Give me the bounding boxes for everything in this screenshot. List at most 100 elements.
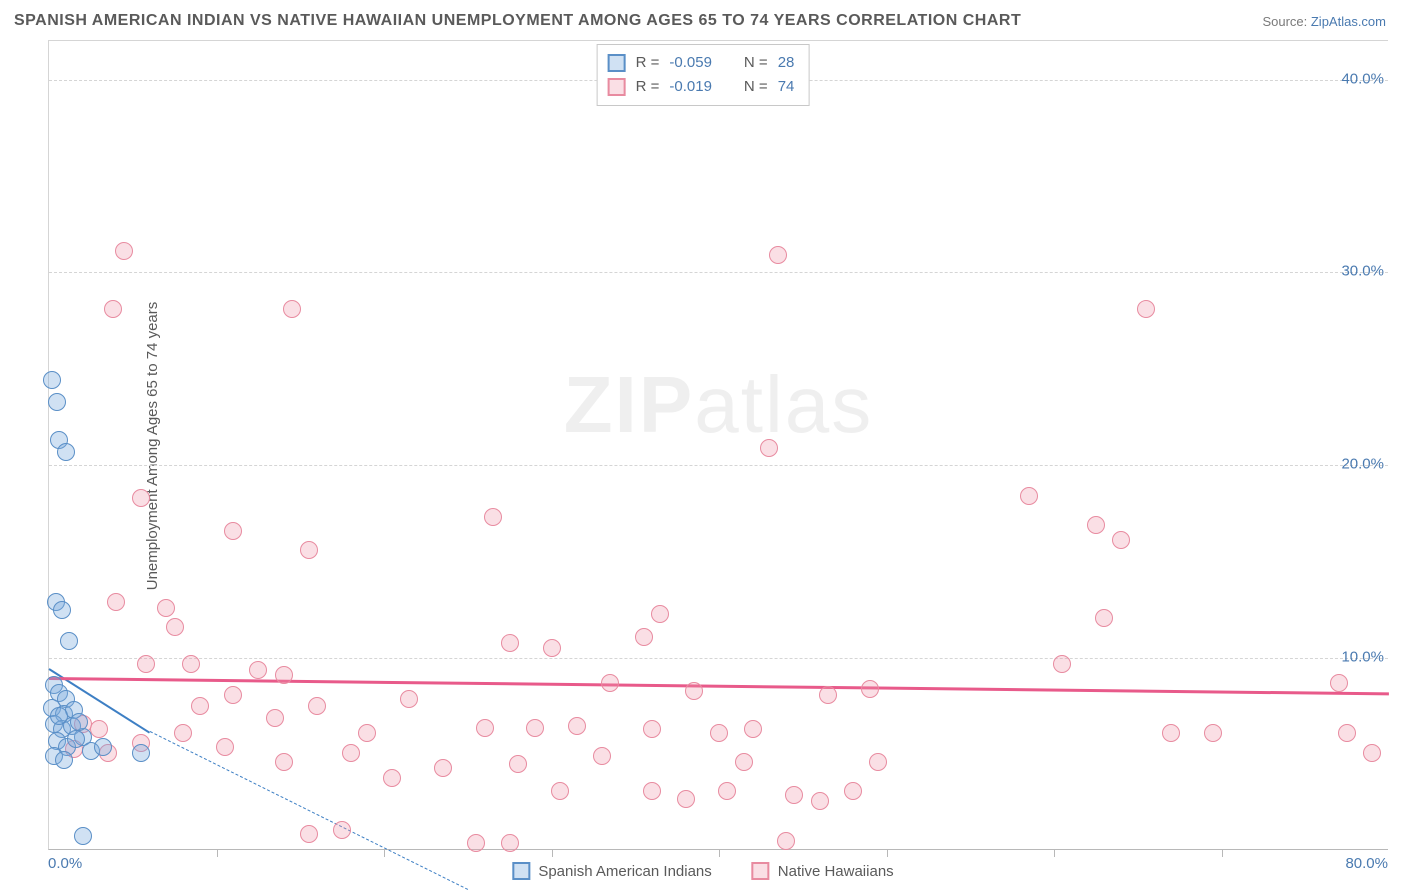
legend-swatch-series2: [752, 862, 770, 880]
data-point: [137, 655, 155, 673]
data-point: [526, 719, 544, 737]
y-tick-label: 20.0%: [1341, 456, 1384, 473]
x-tick: [217, 849, 218, 857]
data-point: [174, 724, 192, 742]
data-point: [132, 744, 150, 762]
data-point: [1338, 724, 1356, 742]
data-point: [1137, 300, 1155, 318]
data-point: [635, 628, 653, 646]
x-tick: [1054, 849, 1055, 857]
data-point: [844, 782, 862, 800]
x-tick-label: 80.0%: [1345, 855, 1388, 872]
data-point: [1053, 655, 1071, 673]
x-tick: [887, 849, 888, 857]
data-point: [275, 753, 293, 771]
source-link[interactable]: ZipAtlas.com: [1311, 14, 1386, 29]
data-point: [48, 393, 66, 411]
stats-row-series2: R = -0.019 N = 74: [608, 75, 795, 99]
data-point: [90, 720, 108, 738]
y-tick-label: 30.0%: [1341, 263, 1384, 280]
r-value-series1: -0.059: [669, 51, 712, 75]
data-point: [760, 439, 778, 457]
data-point: [224, 522, 242, 540]
data-point: [308, 697, 326, 715]
legend-swatch-series1: [512, 862, 530, 880]
data-point: [476, 719, 494, 737]
data-point: [166, 618, 184, 636]
data-point: [643, 720, 661, 738]
x-tick: [719, 849, 720, 857]
data-point: [342, 744, 360, 762]
x-tick: [552, 849, 553, 857]
n-label: N =: [744, 51, 768, 75]
x-tick: [384, 849, 385, 857]
data-point: [710, 724, 728, 742]
x-tick: [1222, 849, 1223, 857]
data-point: [300, 541, 318, 559]
trendline: [49, 677, 1389, 695]
watermark-bold: ZIP: [564, 360, 694, 449]
data-point: [718, 782, 736, 800]
swatch-series2: [608, 78, 626, 96]
data-point: [811, 792, 829, 810]
data-point: [57, 443, 75, 461]
data-point: [601, 674, 619, 692]
n-label: N =: [744, 75, 768, 99]
legend-label-series1: Spanish American Indians: [538, 863, 711, 880]
r-label: R =: [636, 51, 660, 75]
data-point: [94, 738, 112, 756]
chart-area: ZIPatlas: [48, 40, 1388, 850]
data-point: [434, 759, 452, 777]
data-point: [1087, 516, 1105, 534]
y-tick-label: 40.0%: [1341, 70, 1384, 87]
y-tick-label: 10.0%: [1341, 649, 1384, 666]
data-point: [861, 680, 879, 698]
data-point: [501, 834, 519, 852]
gridline-h: [49, 658, 1388, 659]
swatch-series1: [608, 54, 626, 72]
data-point: [744, 720, 762, 738]
data-point: [266, 709, 284, 727]
data-point: [1363, 744, 1381, 762]
trendline-dashed: [149, 731, 468, 890]
data-point: [358, 724, 376, 742]
data-point: [501, 634, 519, 652]
data-point: [283, 300, 301, 318]
data-point: [769, 246, 787, 264]
data-point: [74, 827, 92, 845]
n-value-series1: 28: [778, 51, 795, 75]
data-point: [132, 489, 150, 507]
data-point: [70, 713, 88, 731]
data-point: [484, 508, 502, 526]
correlation-stats-box: R = -0.059 N = 28 R = -0.019 N = 74: [597, 44, 810, 106]
data-point: [869, 753, 887, 771]
data-point: [249, 661, 267, 679]
r-label: R =: [636, 75, 660, 99]
n-value-series2: 74: [778, 75, 795, 99]
data-point: [685, 682, 703, 700]
data-point: [785, 786, 803, 804]
data-point: [300, 825, 318, 843]
data-point: [1020, 487, 1038, 505]
data-point: [643, 782, 661, 800]
data-point: [819, 686, 837, 704]
data-point: [104, 300, 122, 318]
data-point: [1112, 531, 1130, 549]
data-point: [53, 601, 71, 619]
data-point: [224, 686, 242, 704]
data-point: [216, 738, 234, 756]
data-point: [182, 655, 200, 673]
data-point: [509, 755, 527, 773]
data-point: [1095, 609, 1113, 627]
data-point: [115, 242, 133, 260]
data-point: [1330, 674, 1348, 692]
data-point: [333, 821, 351, 839]
data-point: [735, 753, 753, 771]
data-point: [467, 834, 485, 852]
data-point: [60, 632, 78, 650]
data-point: [568, 717, 586, 735]
plot-area: ZIPatlas: [48, 40, 1388, 850]
data-point: [593, 747, 611, 765]
data-point: [383, 769, 401, 787]
legend: Spanish American Indians Native Hawaiian…: [512, 862, 893, 880]
